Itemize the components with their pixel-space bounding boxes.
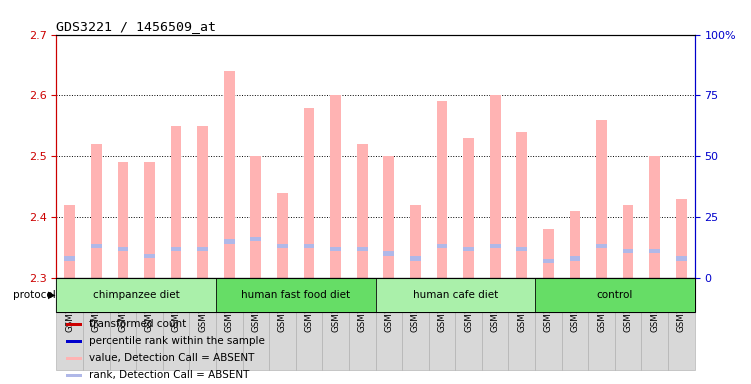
Bar: [543, 229, 553, 278]
Bar: [490, 95, 500, 278]
Bar: [65, 256, 75, 261]
Text: protocol: protocol: [13, 290, 56, 300]
Bar: [615, 278, 641, 371]
Bar: [596, 244, 607, 248]
Bar: [429, 278, 455, 371]
Bar: [490, 244, 500, 248]
Bar: [66, 374, 82, 377]
Text: chimpanzee diet: chimpanzee diet: [92, 290, 179, 300]
Bar: [623, 249, 634, 253]
Bar: [436, 101, 448, 278]
Bar: [436, 244, 448, 248]
Bar: [402, 278, 429, 371]
Bar: [136, 278, 163, 371]
Bar: [198, 126, 208, 278]
Bar: [349, 278, 376, 371]
Bar: [198, 247, 208, 251]
Bar: [650, 156, 660, 278]
Text: rank, Detection Call = ABSENT: rank, Detection Call = ABSENT: [89, 371, 250, 381]
Bar: [376, 278, 535, 312]
Bar: [144, 162, 155, 278]
Bar: [322, 278, 349, 371]
Bar: [535, 278, 695, 312]
Bar: [91, 244, 101, 248]
Bar: [144, 254, 155, 258]
Bar: [384, 252, 394, 256]
Bar: [641, 278, 668, 371]
Bar: [251, 237, 261, 241]
Bar: [277, 193, 288, 278]
Bar: [410, 256, 421, 261]
Bar: [535, 278, 562, 371]
Text: value, Detection Call = ABSENT: value, Detection Call = ABSENT: [89, 353, 255, 363]
Text: human cafe diet: human cafe diet: [412, 290, 498, 300]
Bar: [117, 162, 128, 278]
Bar: [216, 278, 376, 312]
Bar: [110, 278, 136, 371]
Bar: [517, 247, 527, 251]
Bar: [357, 247, 367, 251]
Bar: [562, 278, 588, 371]
Bar: [224, 71, 234, 278]
Bar: [170, 126, 181, 278]
Bar: [623, 205, 634, 278]
Bar: [56, 278, 216, 312]
Bar: [83, 278, 110, 371]
Bar: [56, 278, 83, 371]
Bar: [596, 120, 607, 278]
Text: transformed count: transformed count: [89, 319, 186, 329]
Bar: [543, 259, 553, 263]
Bar: [570, 211, 581, 278]
Bar: [117, 247, 128, 251]
Bar: [384, 156, 394, 278]
Bar: [189, 278, 216, 371]
Bar: [251, 156, 261, 278]
Bar: [66, 340, 82, 343]
Bar: [570, 256, 581, 261]
Text: ▶: ▶: [48, 290, 56, 300]
Bar: [463, 138, 474, 278]
Bar: [224, 239, 234, 243]
Bar: [65, 205, 75, 278]
Bar: [588, 278, 615, 371]
Text: percentile rank within the sample: percentile rank within the sample: [89, 336, 265, 346]
Bar: [216, 278, 243, 371]
Bar: [170, 247, 181, 251]
Bar: [376, 278, 402, 371]
Text: control: control: [597, 290, 633, 300]
Bar: [508, 278, 535, 371]
Bar: [66, 323, 82, 326]
Bar: [650, 249, 660, 253]
Bar: [66, 357, 82, 360]
Bar: [463, 247, 474, 251]
Bar: [482, 278, 508, 371]
Text: GDS3221 / 1456509_at: GDS3221 / 1456509_at: [56, 20, 216, 33]
Bar: [277, 244, 288, 248]
Bar: [303, 244, 315, 248]
Bar: [517, 132, 527, 278]
Bar: [357, 144, 367, 278]
Bar: [676, 199, 686, 278]
Bar: [296, 278, 322, 371]
Bar: [455, 278, 482, 371]
Bar: [269, 278, 296, 371]
Bar: [410, 205, 421, 278]
Text: human fast food diet: human fast food diet: [241, 290, 350, 300]
Bar: [330, 247, 341, 251]
Bar: [243, 278, 269, 371]
Bar: [330, 95, 341, 278]
Bar: [676, 256, 686, 261]
Bar: [163, 278, 189, 371]
Bar: [303, 108, 315, 278]
Bar: [668, 278, 695, 371]
Bar: [91, 144, 101, 278]
